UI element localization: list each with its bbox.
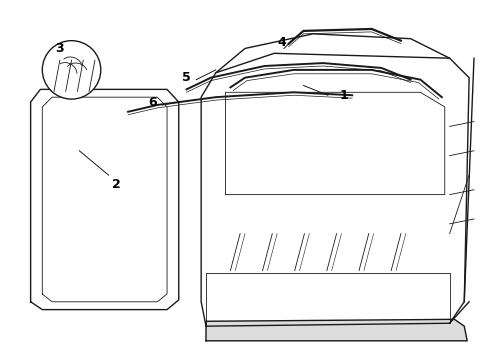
Text: 2: 2 <box>112 178 121 192</box>
Text: 3: 3 <box>55 42 64 55</box>
Polygon shape <box>206 319 467 341</box>
Text: 5: 5 <box>182 71 191 84</box>
Text: 1: 1 <box>340 89 349 102</box>
Text: 6: 6 <box>148 95 157 109</box>
Circle shape <box>42 41 101 99</box>
Text: 4: 4 <box>278 36 286 49</box>
